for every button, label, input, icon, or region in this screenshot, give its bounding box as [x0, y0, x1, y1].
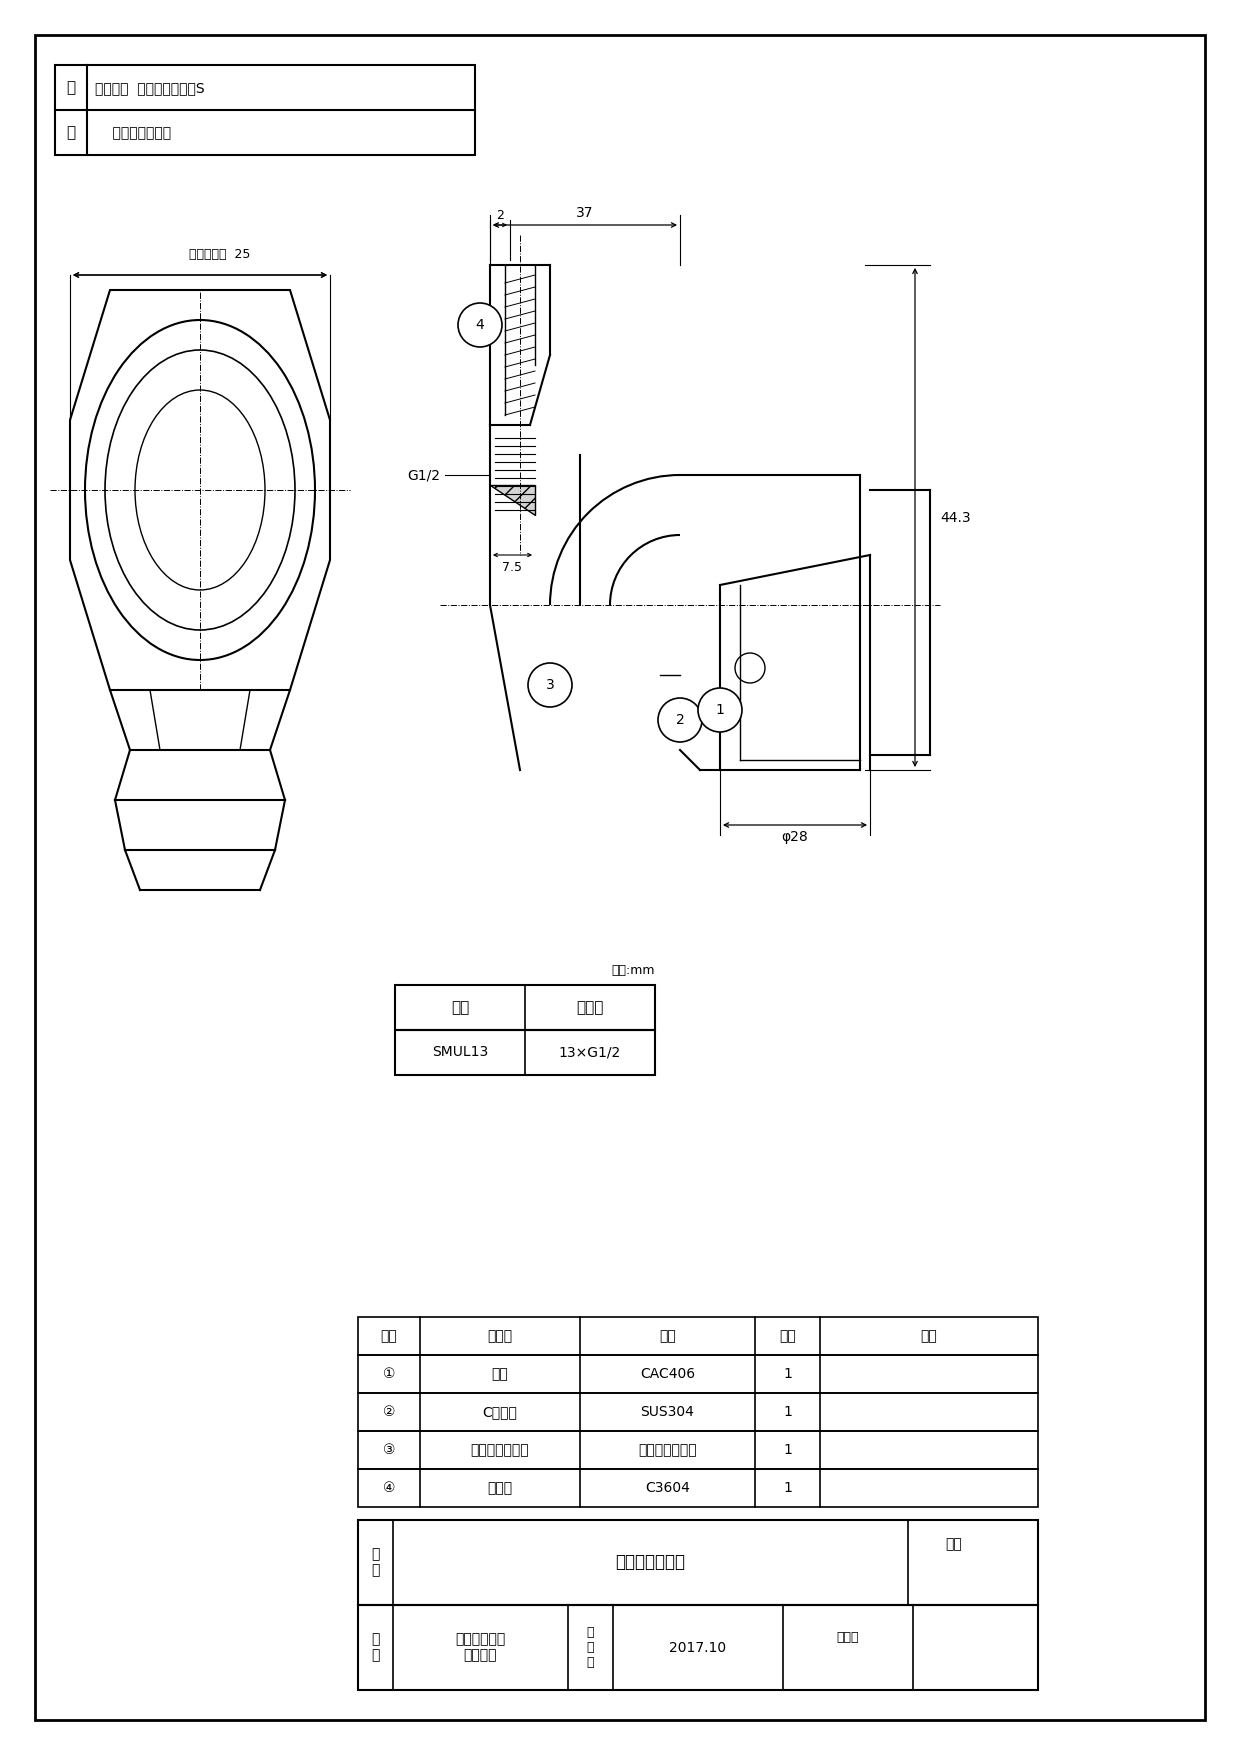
Text: SUS304: SUS304	[641, 1406, 694, 1420]
Text: 4: 4	[476, 318, 485, 332]
Text: φ28: φ28	[781, 830, 808, 844]
Text: 1: 1	[784, 1406, 792, 1420]
Bar	[396, 985, 655, 1030]
Text: ユニオンエルボ: ユニオンエルボ	[615, 1553, 686, 1571]
Text: ③: ③	[383, 1443, 396, 1457]
Text: 2: 2	[496, 209, 503, 221]
Text: 44.3: 44.3	[940, 511, 971, 525]
Circle shape	[528, 663, 572, 707]
Text: 1: 1	[784, 1481, 792, 1495]
Text: シートパッキン: シートパッキン	[471, 1443, 529, 1457]
Polygon shape	[490, 484, 534, 514]
Bar	[358, 1606, 1038, 1690]
Circle shape	[698, 688, 742, 732]
Text: Cリング: Cリング	[482, 1406, 517, 1420]
Text: エスロン  エスロカチットS: エスロン エスロカチットS	[95, 81, 205, 95]
Text: 単位:mm: 単位:mm	[611, 963, 655, 978]
Text: 図番: 図番	[945, 1537, 962, 1551]
Text: ノンアスベスト: ノンアスベスト	[639, 1443, 697, 1457]
Text: G1/2: G1/2	[407, 469, 440, 483]
Text: C3604: C3604	[645, 1481, 689, 1495]
Circle shape	[458, 304, 502, 347]
Text: 承認印: 承認印	[837, 1630, 859, 1644]
Bar	[396, 1030, 655, 1076]
Text: 呼び径: 呼び径	[577, 1000, 604, 1014]
Text: 13×G1/2: 13×G1/2	[559, 1046, 621, 1060]
Text: ④: ④	[383, 1481, 396, 1495]
Text: ②: ②	[383, 1406, 396, 1420]
Bar	[358, 1520, 1038, 1606]
Text: 名: 名	[67, 126, 76, 140]
Text: SMUL13: SMUL13	[432, 1046, 489, 1060]
Bar	[55, 65, 475, 154]
Text: 積水化学工業
株式会社: 積水化学工業 株式会社	[455, 1632, 506, 1662]
Text: 六觓二面幅  25: 六觓二面幅 25	[190, 247, 250, 261]
Text: 備考: 備考	[920, 1329, 937, 1343]
Bar	[358, 1393, 1038, 1430]
Text: ナット: ナット	[487, 1481, 512, 1495]
Circle shape	[658, 698, 702, 742]
Text: 2: 2	[676, 713, 684, 727]
Text: 2017.10: 2017.10	[670, 1641, 727, 1655]
Text: 番号: 番号	[381, 1329, 397, 1343]
Text: ユニオンエルボ: ユニオンエルボ	[95, 126, 171, 140]
Text: 1: 1	[715, 704, 724, 718]
Text: CAC406: CAC406	[640, 1367, 696, 1381]
Text: 本体: 本体	[491, 1367, 508, 1381]
Text: 品: 品	[67, 81, 76, 95]
Text: 部品名: 部品名	[487, 1329, 512, 1343]
Text: 3: 3	[546, 677, 554, 691]
Text: 個数: 個数	[779, 1329, 796, 1343]
Bar	[358, 1469, 1038, 1508]
Text: 1: 1	[784, 1443, 792, 1457]
Text: 品
名: 品 名	[371, 1548, 379, 1578]
Text: 年
月
日: 年 月 日	[587, 1625, 594, 1669]
Text: 7.5: 7.5	[502, 560, 522, 574]
Bar	[358, 1355, 1038, 1393]
Text: 品番: 品番	[451, 1000, 469, 1014]
Text: 材質: 材質	[660, 1329, 676, 1343]
Bar	[358, 1316, 1038, 1355]
Text: 製
図: 製 図	[371, 1632, 379, 1662]
Text: ①: ①	[383, 1367, 396, 1381]
Text: 37: 37	[577, 205, 594, 219]
Bar	[358, 1430, 1038, 1469]
Text: 1: 1	[784, 1367, 792, 1381]
